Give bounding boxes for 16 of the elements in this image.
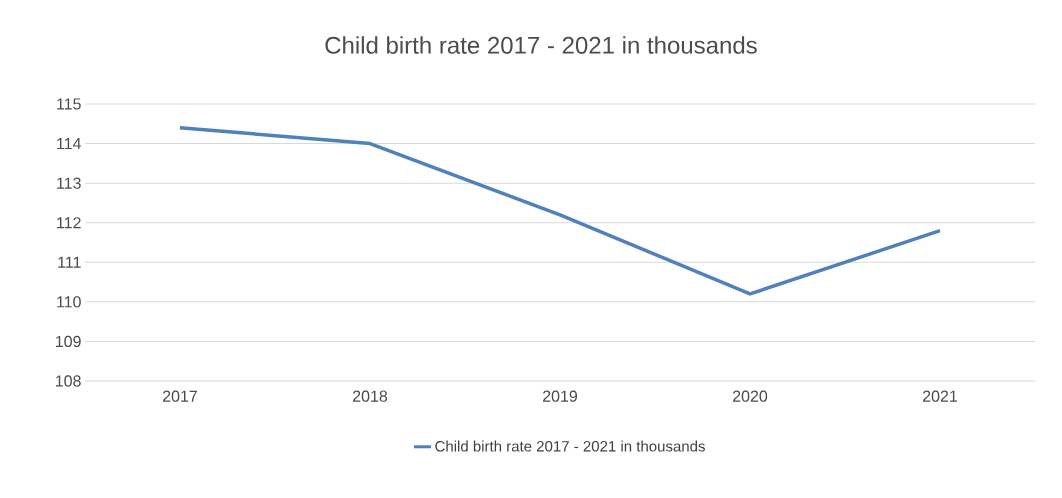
y-tick-label: 114 [57, 138, 81, 150]
chart-title: Child birth rate 2017 - 2021 in thousands [325, 36, 757, 54]
x-tick-label: 2020 [733, 390, 768, 402]
line-series [178, 126, 942, 296]
y-tick-label: 110 [57, 296, 81, 308]
legend-label: Child birth rate 2017 - 2021 in thousands [435, 440, 705, 452]
y-tick-label: 108 [56, 375, 81, 387]
x-tick-label: 2017 [163, 390, 197, 402]
x-tick-label: 2019 [543, 390, 578, 402]
y-tick-label: 111 [58, 256, 81, 268]
y-tick-label: 115 [57, 98, 81, 110]
y-tick-label: 112 [57, 217, 81, 229]
x-tick-label: 2021 [923, 390, 958, 402]
x-tick-label: 2018 [353, 390, 388, 402]
y-tick-label: 109 [56, 335, 81, 348]
y-tick-label: 113 [57, 177, 81, 189]
